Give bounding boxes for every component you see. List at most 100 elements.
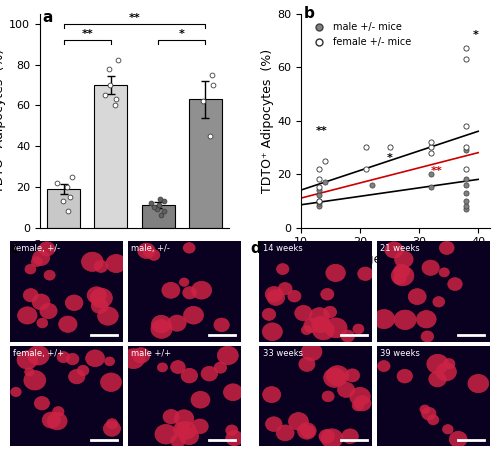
Circle shape [17,351,38,369]
Circle shape [354,395,371,411]
Circle shape [352,400,364,411]
Point [112,96,120,103]
female +/- mice [427,149,435,157]
Circle shape [420,405,430,414]
male +/- mice [462,197,470,204]
Circle shape [32,257,42,267]
Text: f: f [109,244,113,254]
Circle shape [224,384,242,401]
male +/- mice [462,181,470,188]
Circle shape [37,318,48,328]
Circle shape [421,331,434,342]
Circle shape [191,391,210,408]
Text: *: * [386,153,392,163]
Circle shape [52,407,64,417]
Circle shape [86,350,104,367]
Circle shape [226,430,243,446]
Point [63,183,71,190]
Circle shape [262,323,282,341]
Circle shape [422,260,440,275]
Text: a: a [42,10,52,25]
Circle shape [162,282,180,298]
Point [146,199,154,207]
Circle shape [180,428,199,445]
Text: **: ** [128,13,140,23]
Circle shape [341,330,354,342]
Point [199,97,207,105]
Point [104,65,112,72]
Circle shape [39,242,55,256]
Circle shape [24,368,34,376]
female +/- mice [462,144,470,151]
Circle shape [174,422,190,437]
Circle shape [276,263,289,274]
Circle shape [392,266,414,286]
male +/- mice [462,189,470,197]
Circle shape [184,306,204,324]
Circle shape [151,319,172,339]
Circle shape [397,369,412,383]
female +/- mice [462,56,470,63]
female +/- mice [427,138,435,146]
Circle shape [106,419,118,429]
Bar [94,85,128,228]
Circle shape [442,425,453,434]
Text: +/+: +/+ [194,256,216,266]
female +/- mice [320,157,328,164]
female +/- mice [427,144,435,151]
Circle shape [294,305,312,321]
Text: f: f [62,244,66,254]
Circle shape [170,434,186,447]
Circle shape [324,368,345,388]
Circle shape [132,348,150,363]
Circle shape [192,419,208,434]
Circle shape [104,357,115,366]
Circle shape [443,359,455,369]
Circle shape [416,310,436,328]
Circle shape [324,318,347,338]
Bar [142,205,174,228]
Legend: male +/- mice, female +/- mice: male +/- mice, female +/- mice [306,19,415,51]
female +/- mice [314,197,322,204]
Text: *: * [179,29,184,39]
Text: m: m [152,244,164,254]
Circle shape [428,415,439,425]
Circle shape [422,407,436,420]
Circle shape [104,421,120,436]
male +/- mice [320,178,328,186]
Circle shape [345,369,360,382]
Circle shape [77,365,89,376]
Circle shape [310,308,330,325]
Point [156,212,164,219]
Circle shape [439,268,450,277]
Circle shape [176,421,196,439]
female +/- mice [314,176,322,183]
Circle shape [350,387,370,406]
Circle shape [436,363,456,381]
Point [206,132,214,140]
Circle shape [201,366,218,381]
Text: 33 weeks: 33 weeks [262,349,302,358]
Circle shape [66,354,79,365]
Bar [47,189,80,228]
male +/- mice [427,184,435,191]
Circle shape [122,349,145,369]
Text: 21 weeks: 21 weeks [380,244,420,253]
Circle shape [28,346,49,365]
male +/- mice [462,176,470,183]
Circle shape [385,242,403,258]
Circle shape [321,288,334,300]
female +/- mice [386,144,394,151]
Circle shape [358,267,373,281]
Circle shape [262,308,276,320]
Circle shape [170,360,185,374]
male +/- mice [462,205,470,212]
Circle shape [288,413,308,430]
Circle shape [174,410,194,427]
Point [210,81,218,89]
Circle shape [98,307,118,325]
Circle shape [394,251,413,268]
female +/- mice [314,165,322,172]
Circle shape [90,288,112,308]
female +/- mice [362,144,370,151]
